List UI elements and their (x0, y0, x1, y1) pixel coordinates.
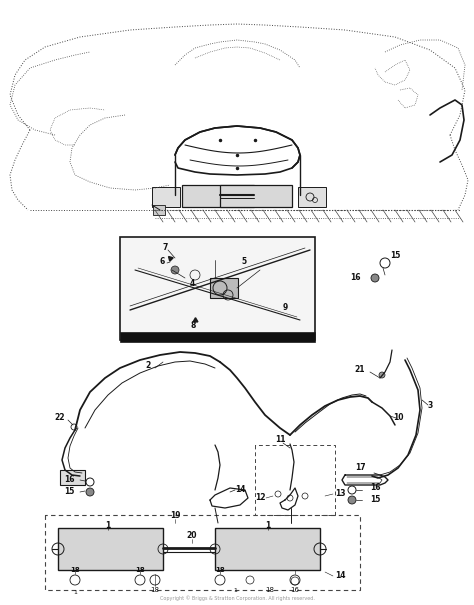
Text: 1: 1 (233, 587, 237, 592)
Text: 16: 16 (370, 483, 381, 492)
Text: 1: 1 (73, 590, 77, 595)
Text: 4: 4 (190, 278, 195, 287)
Circle shape (348, 496, 356, 504)
Text: 20: 20 (187, 532, 197, 540)
Text: 1: 1 (265, 520, 271, 529)
Text: 15: 15 (390, 252, 401, 261)
Text: 6: 6 (159, 257, 164, 266)
Text: 19: 19 (170, 511, 180, 520)
Bar (220, 185, 292, 207)
Text: 9: 9 (283, 304, 288, 313)
Text: 12: 12 (255, 494, 265, 503)
Text: 15: 15 (64, 488, 75, 497)
Text: 18: 18 (135, 567, 145, 573)
Text: 21: 21 (355, 365, 365, 374)
Bar (298, 187, 326, 207)
Text: 16: 16 (291, 587, 300, 593)
Text: 18: 18 (151, 587, 159, 593)
Text: 7: 7 (162, 243, 168, 252)
Circle shape (171, 266, 179, 274)
Bar (153, 205, 165, 215)
Text: 15: 15 (370, 495, 380, 505)
Text: 8: 8 (191, 321, 196, 330)
Text: 13: 13 (335, 489, 345, 499)
Text: 16: 16 (350, 273, 360, 283)
Bar (58, 528, 163, 570)
Circle shape (379, 372, 385, 378)
Text: 3: 3 (428, 401, 433, 410)
Text: 18: 18 (70, 567, 80, 573)
Text: 14: 14 (235, 485, 245, 494)
Bar (215, 528, 320, 570)
Text: 1: 1 (105, 520, 110, 529)
Text: 18: 18 (215, 567, 225, 573)
Text: 2: 2 (146, 361, 151, 370)
Bar (120, 332, 315, 342)
Text: 10: 10 (393, 413, 403, 422)
Text: 18: 18 (265, 587, 274, 593)
Text: 14: 14 (335, 571, 345, 580)
Bar (182, 185, 254, 207)
Bar (210, 278, 238, 298)
Bar (120, 237, 315, 340)
Bar (60, 470, 85, 485)
Circle shape (86, 488, 94, 496)
Text: 5: 5 (241, 258, 246, 266)
Text: 22: 22 (55, 413, 65, 422)
Text: 16: 16 (64, 476, 75, 485)
Circle shape (371, 274, 379, 282)
Text: 11: 11 (275, 436, 285, 445)
Bar (152, 187, 180, 207)
Text: 17: 17 (355, 463, 365, 473)
Text: Copyright © Briggs & Stratton Corporation. All rights reserved.: Copyright © Briggs & Stratton Corporatio… (160, 595, 314, 601)
